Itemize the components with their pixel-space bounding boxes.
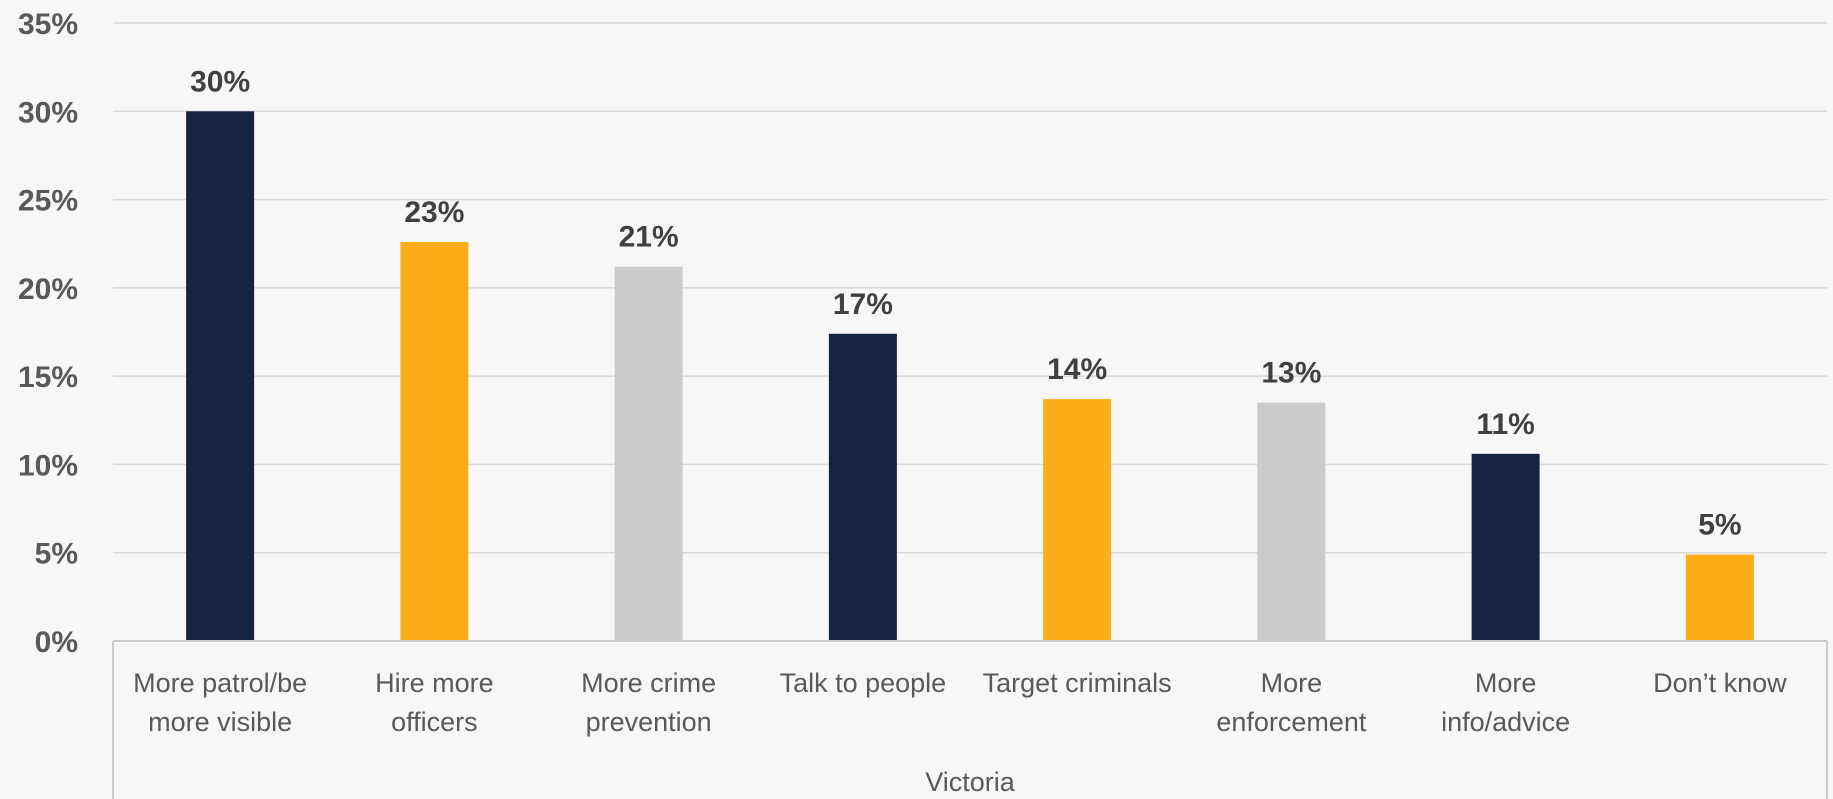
y-tick-label: 15%	[18, 361, 78, 394]
y-tick-label: 30%	[18, 96, 78, 129]
data-label: 21%	[619, 221, 679, 254]
x-tick-label: enforcement	[1216, 707, 1367, 737]
data-label: 14%	[1047, 353, 1107, 386]
bar	[828, 333, 897, 641]
data-label: 5%	[1698, 508, 1741, 541]
data-label: 30%	[190, 65, 250, 98]
bar	[1043, 399, 1112, 641]
data-label: 23%	[404, 196, 464, 229]
y-tick-label: 20%	[18, 273, 78, 306]
x-tick-label: More patrol/be	[133, 668, 307, 698]
x-tick-label: Hire more	[375, 668, 494, 698]
x-tick-label: Target criminals	[983, 668, 1172, 698]
x-tick-label: Don’t know	[1653, 668, 1787, 698]
bars	[186, 111, 1754, 642]
bar	[186, 111, 255, 642]
x-tick-label: more visible	[148, 707, 292, 737]
bar	[614, 266, 683, 641]
y-tick-label: 5%	[35, 538, 78, 571]
gridlines	[113, 22, 1827, 554]
x-axis: More patrol/be more visible Hire more offic…	[112, 640, 1828, 799]
y-tick-label: 25%	[18, 185, 78, 218]
bar	[1257, 402, 1326, 641]
y-tick-label: 0%	[35, 626, 78, 659]
x-tick-label: info/advice	[1441, 707, 1570, 737]
x-axis-group-label: Victoria	[925, 767, 1016, 797]
x-tick-label: More crime	[581, 668, 716, 698]
y-tick-label: 10%	[18, 449, 78, 482]
x-tick-label: officers	[391, 707, 478, 737]
x-tick-label: prevention	[586, 707, 712, 737]
data-label: 13%	[1261, 357, 1321, 390]
bar	[400, 241, 469, 641]
x-tick-label: More	[1261, 668, 1323, 698]
y-tick-label: 35%	[18, 8, 78, 41]
x-tick-label: Talk to people	[780, 668, 947, 698]
data-label: 17%	[833, 288, 893, 321]
x-tick-label: More	[1475, 668, 1537, 698]
bar	[1685, 554, 1754, 641]
bar	[1471, 453, 1540, 641]
y-axis-tick-labels: 0% 5% 10% 15% 20% 25% 30% 35%	[18, 8, 78, 659]
data-label: 11%	[1476, 408, 1534, 441]
data-labels: 30% 23% 21% 17% 14% 13% 11% 5%	[190, 65, 1741, 541]
